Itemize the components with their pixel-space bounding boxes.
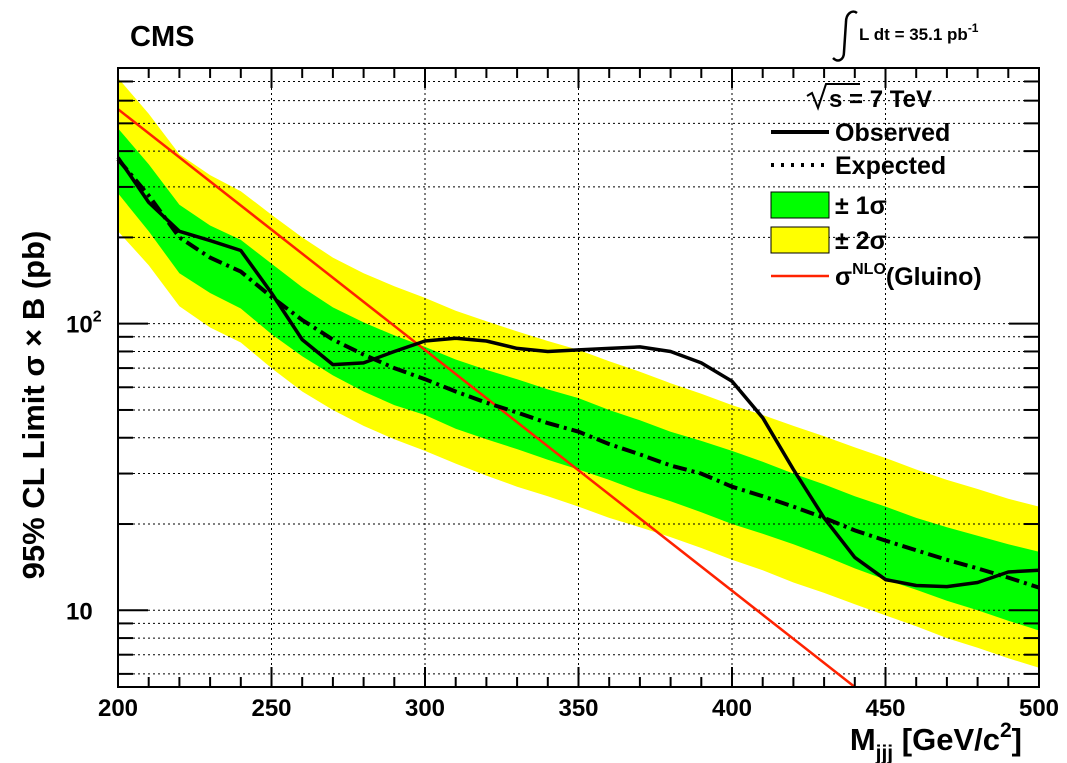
legend-item: ± 2σ [770,226,887,255]
legend-item: Observed [771,119,950,147]
x-tick-label: 250 [251,695,291,722]
x-axis-label: Mjjj [GeV/c2] [850,719,1022,763]
legend-label: Observed [835,119,950,147]
svg-text:L dt = 35.1 pb-1: L dt = 35.1 pb-1 [859,21,979,44]
legend: Observed Expected ± 1σ ± 2σ σNLO(Gluino) [770,119,982,291]
x-tick-labels: 200 250 300 350 400 450 500 [98,695,1059,722]
expected-line [116,157,1040,590]
integral-sign-icon [832,10,858,62]
legend-item: Expected [771,152,946,180]
experiment-label: CMS [130,21,194,53]
legend-label: ± 1σ [835,192,887,220]
y-tick-label: 10 [66,598,93,625]
legend-label: ± 2σ [835,227,887,255]
sqrt-sign-icon [806,83,860,111]
legend-label: σNLO(Gluino) [835,261,982,291]
y-tick-label: 102 [66,309,102,339]
y-tick-labels: 10 102 [66,309,102,626]
lumi-text: L dt = 35.1 pb [859,25,968,44]
ticks-group [117,68,1040,687]
observed-line [116,156,1040,589]
energy-label: s = 7 TeV [806,83,932,113]
legend-swatch-band2 [770,226,830,254]
lines-group [116,108,1040,688]
band-1sigma-group [118,128,1039,631]
legend-item: ± 1σ [770,191,887,220]
band-1sigma [118,128,1039,631]
lumi-exponent: -1 [968,21,979,35]
theory-gluino-line [117,108,856,688]
legend-item: σNLO(Gluino) [771,261,982,291]
energy-text: s = 7 TeV [829,86,932,113]
x-tick-label: 350 [558,695,598,722]
legend-label: Expected [835,152,946,180]
x-tick-label: 450 [865,695,905,722]
legend-swatch-band1 [770,191,830,219]
x-tick-label: 200 [98,695,138,722]
x-tick-label: 500 [1019,695,1059,722]
x-tick-label: 300 [405,695,445,722]
grid-group [118,68,1039,687]
y-axis-label: 95% CL Limit σ × B (pb) [16,231,51,580]
x-tick-label: 400 [712,695,752,722]
luminosity-label: L dt = 35.1 pb-1 [832,10,979,62]
